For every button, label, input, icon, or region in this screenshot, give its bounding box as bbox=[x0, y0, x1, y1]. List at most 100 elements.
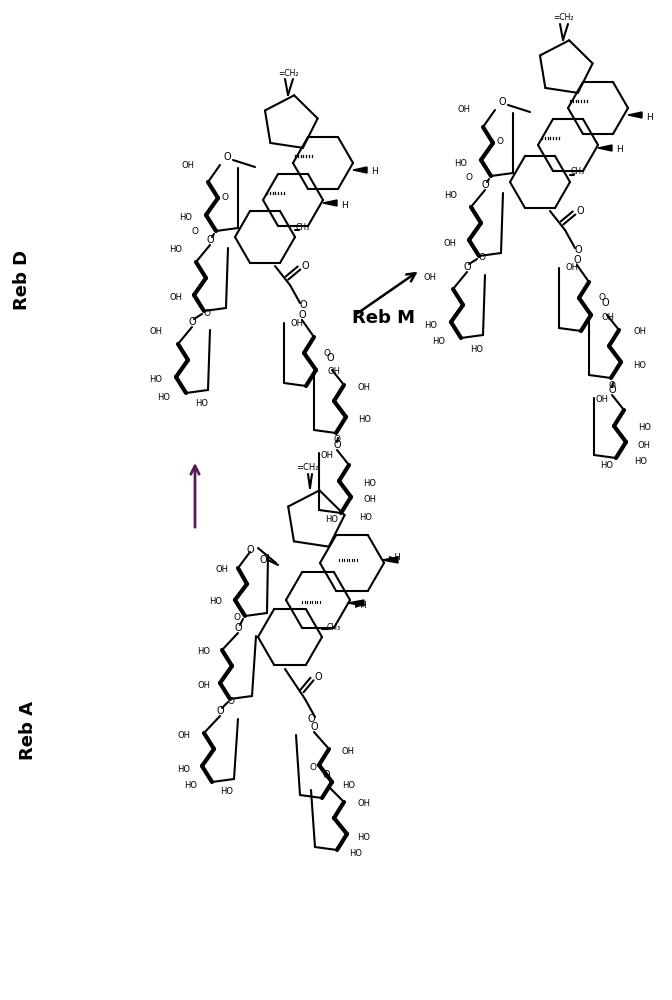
Text: HO: HO bbox=[638, 424, 651, 432]
Text: O: O bbox=[314, 672, 322, 682]
Text: O: O bbox=[301, 261, 309, 271]
Polygon shape bbox=[382, 557, 398, 563]
Text: HO: HO bbox=[432, 338, 445, 347]
Text: HO: HO bbox=[601, 460, 614, 470]
Text: OH: OH bbox=[290, 318, 304, 328]
Text: HO: HO bbox=[325, 516, 339, 524]
Text: OH: OH bbox=[321, 450, 333, 460]
Text: OH: OH bbox=[638, 440, 651, 450]
Text: ►H: ►H bbox=[389, 554, 402, 562]
Text: O: O bbox=[216, 706, 224, 716]
Text: HO: HO bbox=[454, 158, 467, 167]
Text: HO: HO bbox=[179, 214, 192, 223]
Text: O: O bbox=[498, 97, 506, 107]
Text: HO: HO bbox=[220, 786, 233, 796]
Text: OH: OH bbox=[358, 382, 371, 391]
Text: CH₃: CH₃ bbox=[296, 223, 310, 232]
Text: O: O bbox=[310, 722, 318, 732]
Text: O: O bbox=[599, 294, 605, 302]
Text: O: O bbox=[206, 235, 214, 245]
Text: O: O bbox=[299, 300, 307, 310]
Polygon shape bbox=[598, 145, 612, 151]
Text: OH: OH bbox=[177, 730, 190, 740]
Text: OH: OH bbox=[457, 105, 470, 114]
Text: H: H bbox=[341, 200, 347, 210]
Text: HO: HO bbox=[363, 479, 376, 488]
Text: O: O bbox=[481, 180, 489, 190]
Text: OH: OH bbox=[182, 160, 195, 169]
Text: O: O bbox=[234, 623, 242, 633]
Text: O: O bbox=[188, 317, 196, 327]
Text: H: H bbox=[646, 112, 653, 121]
Text: HO: HO bbox=[184, 782, 197, 790]
Text: HO: HO bbox=[196, 399, 208, 408]
Text: HO: HO bbox=[634, 458, 647, 466]
Text: O: O bbox=[601, 298, 609, 308]
Text: =CH₂: =CH₂ bbox=[553, 12, 573, 21]
Text: O: O bbox=[466, 172, 473, 182]
Polygon shape bbox=[348, 600, 364, 606]
Polygon shape bbox=[628, 112, 642, 118]
Text: H: H bbox=[371, 167, 378, 176]
Text: OH: OH bbox=[327, 367, 340, 376]
Text: O: O bbox=[228, 696, 235, 706]
Text: HO: HO bbox=[349, 850, 362, 858]
Text: ►H: ►H bbox=[355, 600, 368, 609]
Text: HO: HO bbox=[209, 597, 222, 606]
Text: HO: HO bbox=[444, 190, 457, 200]
Text: OH: OH bbox=[602, 312, 615, 322]
Text: HO: HO bbox=[169, 245, 182, 254]
Text: HO: HO bbox=[177, 764, 190, 774]
Text: HO: HO bbox=[157, 392, 170, 401]
Text: HO: HO bbox=[470, 344, 483, 354]
Text: OH: OH bbox=[566, 263, 579, 272]
Text: OH: OH bbox=[197, 682, 210, 690]
Text: HO: HO bbox=[197, 648, 210, 656]
Text: O: O bbox=[478, 253, 485, 262]
Polygon shape bbox=[353, 167, 367, 173]
Text: Reb A: Reb A bbox=[19, 700, 37, 760]
Text: CH₃: CH₃ bbox=[327, 622, 341, 632]
Text: O: O bbox=[223, 152, 230, 162]
Text: OH: OH bbox=[169, 294, 182, 302]
Text: =CH₂: =CH₂ bbox=[278, 68, 298, 78]
Text: OH: OH bbox=[633, 328, 646, 336]
Text: O: O bbox=[576, 206, 584, 216]
Text: HO: HO bbox=[358, 416, 371, 424]
Text: O: O bbox=[573, 255, 581, 265]
Text: O: O bbox=[298, 310, 306, 320]
Text: HO: HO bbox=[633, 360, 646, 369]
Text: CH₃: CH₃ bbox=[571, 167, 585, 176]
Text: OH: OH bbox=[363, 495, 376, 504]
Text: O: O bbox=[326, 353, 334, 363]
Text: O: O bbox=[323, 349, 331, 358]
Text: HO: HO bbox=[424, 320, 437, 330]
Text: HO: HO bbox=[359, 512, 372, 522]
Text: O: O bbox=[246, 545, 254, 555]
Text: O: O bbox=[222, 192, 228, 202]
Text: O: O bbox=[574, 245, 582, 255]
Text: HO: HO bbox=[149, 375, 162, 384]
Text: OH: OH bbox=[357, 800, 370, 808]
Text: O: O bbox=[204, 308, 210, 318]
Text: O: O bbox=[309, 762, 316, 772]
Text: O: O bbox=[608, 385, 616, 395]
Text: OH: OH bbox=[444, 238, 457, 247]
Text: O: O bbox=[463, 262, 471, 272]
Text: OH: OH bbox=[424, 272, 437, 282]
Text: =CH₂: =CH₂ bbox=[296, 464, 319, 473]
Text: Reb D: Reb D bbox=[13, 250, 31, 310]
Text: HO: HO bbox=[357, 832, 370, 842]
Text: O: O bbox=[191, 228, 198, 236]
Text: H: H bbox=[616, 145, 623, 154]
Text: O: O bbox=[322, 770, 330, 780]
Text: O: O bbox=[609, 380, 616, 389]
Text: O: O bbox=[259, 555, 267, 565]
Text: O: O bbox=[307, 714, 314, 724]
Text: O: O bbox=[333, 440, 341, 450]
Text: O: O bbox=[497, 137, 503, 146]
Text: OH: OH bbox=[215, 566, 228, 574]
Text: O: O bbox=[233, 613, 240, 622]
Text: O: O bbox=[333, 436, 341, 444]
Text: OH: OH bbox=[149, 328, 162, 336]
